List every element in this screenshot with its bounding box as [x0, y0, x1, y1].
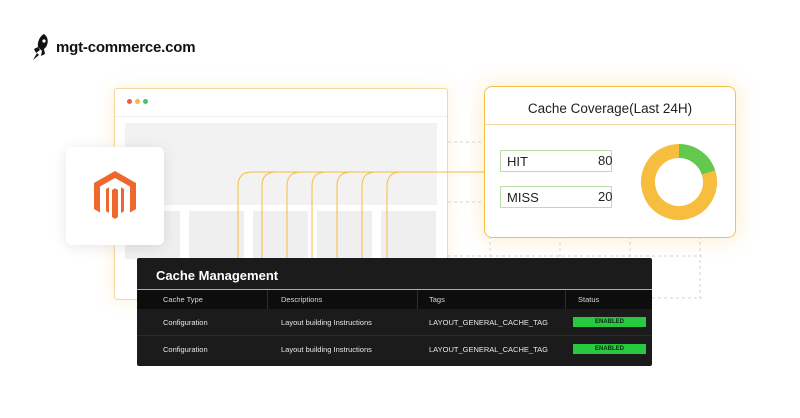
tag-cell: LAYOUT_GENERAL_CACHE_TAG	[429, 318, 548, 327]
close-dot-icon	[127, 99, 132, 104]
magento-icon	[94, 171, 136, 219]
content-tile	[189, 211, 244, 259]
tag-cell: LAYOUT_GENERAL_CACHE_TAG	[429, 345, 548, 354]
table-row[interactable]: Configuration Layout building Instructio…	[137, 336, 652, 362]
cache-coverage-card: Cache Coverage(Last 24H) HIT 80 MISS 20	[484, 86, 736, 238]
browser-titlebar	[115, 89, 447, 117]
content-tile	[253, 211, 308, 259]
status-badge: ENABLED	[573, 317, 646, 327]
description-cell: Layout building Instructions	[281, 345, 372, 354]
minimize-dot-icon	[135, 99, 140, 104]
cache-management-panel: Cache Management Cache Type Descriptions…	[137, 258, 652, 366]
coverage-donut-chart	[641, 144, 717, 220]
column-header-cache-type[interactable]: Cache Type	[163, 295, 203, 304]
column-header-descriptions[interactable]: Descriptions	[281, 295, 323, 304]
table-row[interactable]: Configuration Layout building Instructio…	[137, 309, 652, 335]
maximize-dot-icon	[143, 99, 148, 104]
content-tile	[317, 211, 372, 259]
status-badge: ENABLED	[573, 344, 646, 354]
column-separator	[565, 290, 566, 309]
hero-placeholder	[125, 123, 437, 205]
table-header: Cache Type Descriptions Tags Status	[137, 289, 652, 309]
divider	[485, 124, 735, 125]
coverage-title: Cache Coverage(Last 24H)	[527, 101, 693, 116]
hit-value: 80	[598, 153, 613, 168]
column-header-status[interactable]: Status	[578, 295, 600, 304]
miss-metric: MISS	[500, 186, 612, 208]
miss-label: MISS	[507, 189, 539, 205]
content-tile	[381, 211, 436, 259]
magento-logo-card	[66, 147, 164, 245]
hit-metric: HIT	[500, 150, 612, 172]
brand-name[interactable]: mgt-commerce.com	[56, 38, 196, 56]
column-separator	[267, 290, 268, 309]
brand-logo: mgt-commerce.com	[32, 33, 196, 61]
row-divider	[137, 335, 652, 336]
column-separator	[417, 290, 418, 309]
cache-type-cell: Configuration	[163, 345, 208, 354]
cache-type-cell: Configuration	[163, 318, 208, 327]
description-cell: Layout building Instructions	[281, 318, 372, 327]
donut-miss-segment	[641, 144, 717, 220]
miss-value: 20	[598, 189, 613, 204]
column-header-tags[interactable]: Tags	[429, 295, 445, 304]
panel-title: Cache Management	[156, 268, 279, 283]
rocket-icon	[33, 34, 48, 60]
hit-label: HIT	[507, 153, 528, 169]
